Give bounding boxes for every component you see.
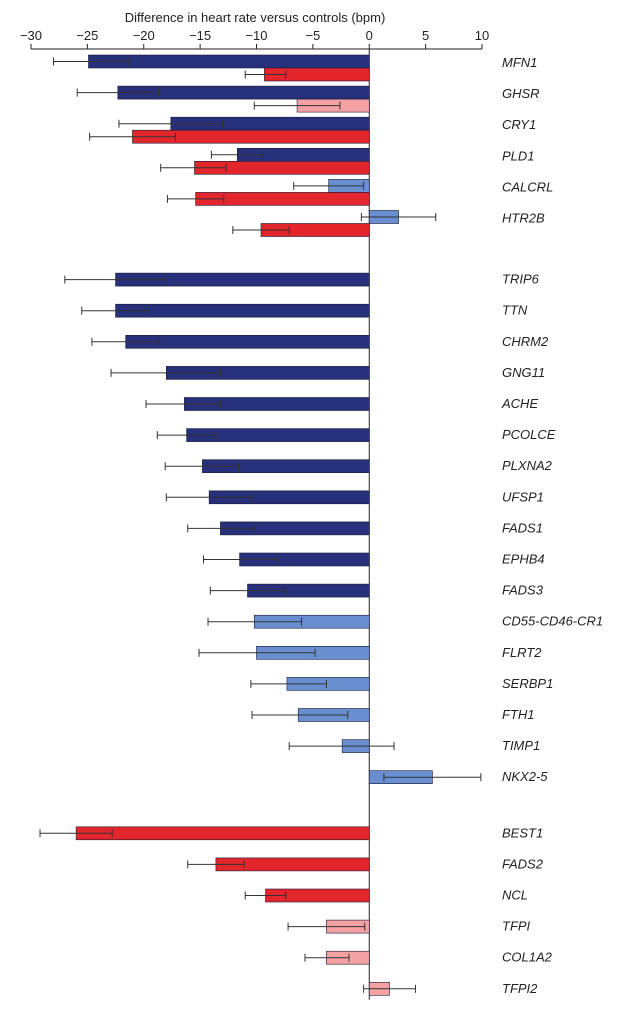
x-tick-label: −20 [133,28,155,43]
gene-label-ache: ACHE [501,396,538,411]
gene-label-col1a2: COL1A2 [502,950,553,965]
gene-label-htr2b: HTR2B [502,211,545,226]
x-tick-label: −5 [305,28,320,43]
gene-label-calcrl: CALCRL [502,179,553,194]
gene-label-cd55-cd46-cr1: CD55-CD46-CR1 [502,614,603,629]
gene-label-pcolce: PCOLCE [502,427,556,442]
gene-label-serbp1: SERBP1 [502,676,553,691]
bar-best1-1 [75,826,370,841]
gene-labels: MFN1 GHSR CRY1 PLD1 CALCRL HTR2B TRIP6 TTN CHRM2… [501,55,603,996]
gene-label-gng11: GNG11 [502,365,545,380]
x-tick-label: −25 [76,28,98,43]
x-axis-title: Difference in heart rate versus controls… [125,10,386,25]
gene-label-pld1: PLD1 [502,148,535,163]
gene-label-fads1: FADS1 [502,520,543,535]
gene-label-trip6: TRIP6 [502,272,540,287]
gene-label-ephb4: EPHB4 [502,552,545,567]
gene-label-tfpi2: TFPI2 [502,981,538,996]
gene-label-ncl: NCL [502,888,528,903]
gene-label-ghsr: GHSR [502,86,540,101]
gene-label-cry1: CRY1 [502,117,536,132]
gene-label-nkx2-5: NKX2-5 [502,769,548,784]
gene-label-timp1: TIMP1 [502,738,540,753]
x-tick-label: −10 [245,28,267,43]
gene-label-tfpi: TFPI [502,919,531,934]
x-tick-label: 10 [475,28,489,43]
gene-label-chrm2: CHRM2 [502,334,549,349]
gene-label-fads3: FADS3 [502,583,544,598]
bar-mfn1-1 [88,54,370,69]
gene-label-ufsp1: UFSP1 [502,489,544,504]
gene-label-plxna2: PLXNA2 [502,458,553,473]
x-tick-label: −30 [20,28,42,43]
bar-chrm2-1 [125,334,370,349]
bar-ttn-1 [115,303,370,318]
x-tick-label: −15 [189,28,211,43]
gene-label-fads2: FADS2 [502,856,544,871]
x-tick-label: 5 [422,28,429,43]
x-tick-label: 0 [366,28,373,43]
gene-label-mfn1: MFN1 [502,55,537,70]
gene-label-flrt2: FLRT2 [502,645,542,660]
bars [39,54,482,996]
gene-label-best1: BEST1 [502,825,543,840]
gene-label-fth1: FTH1 [502,707,535,722]
gene-label-ttn: TTN [502,303,528,318]
